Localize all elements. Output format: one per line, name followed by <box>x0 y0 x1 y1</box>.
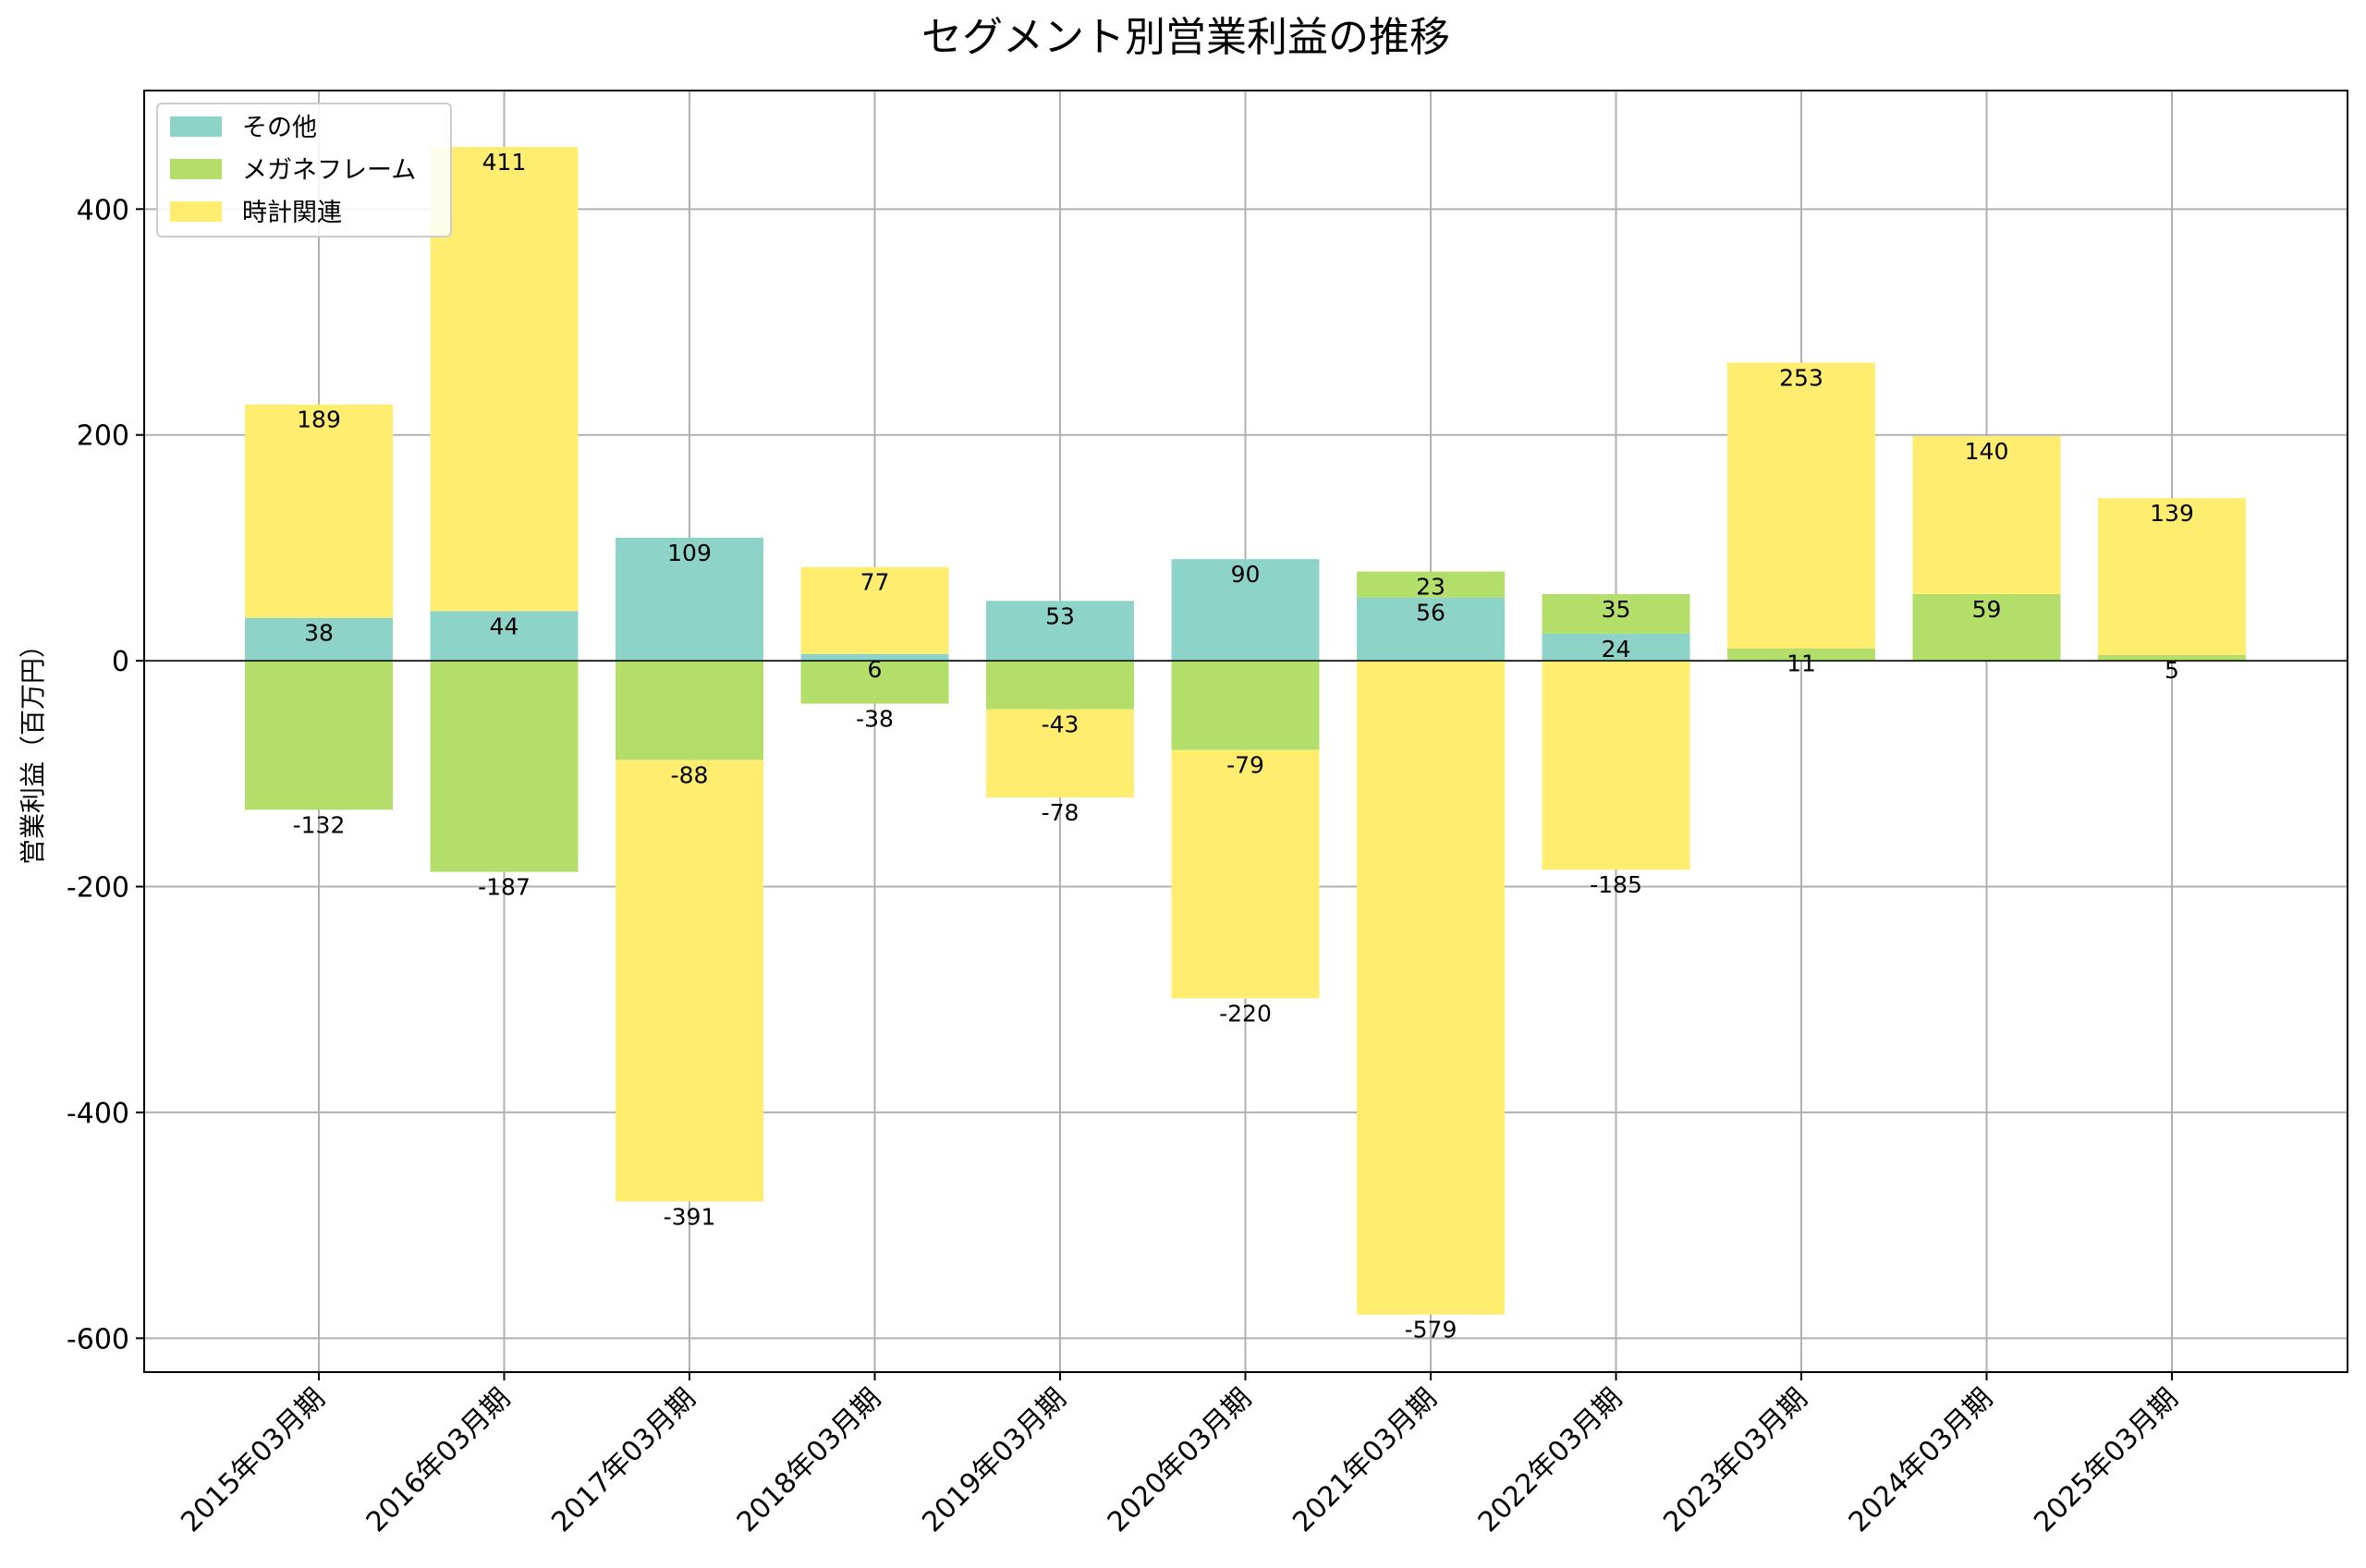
y-axis-label: 営業利益（百万円） <box>18 632 48 865</box>
bar-segment <box>616 661 763 760</box>
data-label: -43 <box>1042 711 1079 738</box>
data-label: 90 <box>1231 561 1261 588</box>
legend-label: 時計関連 <box>242 199 342 227</box>
data-label: 139 <box>2150 500 2194 527</box>
data-label: 109 <box>667 540 712 566</box>
bar-segment <box>2098 655 2246 662</box>
y-tick-label: -600 <box>67 1323 129 1355</box>
x-tick-label: 2020年03月期 <box>1102 1382 1258 1538</box>
data-label: 77 <box>860 569 890 596</box>
data-label: 253 <box>1779 365 1823 392</box>
data-label: -579 <box>1405 1317 1457 1343</box>
data-label: 56 <box>1416 600 1445 626</box>
bar-segment <box>986 601 1134 662</box>
bars-layer <box>245 147 2246 1315</box>
y-tick-label: -400 <box>67 1098 129 1130</box>
data-label: -187 <box>478 874 531 901</box>
x-tick-label: 2015年03月期 <box>175 1382 331 1538</box>
data-label: 5 <box>2165 657 2179 684</box>
bar-segment <box>1912 435 2061 595</box>
bar-segment <box>1542 633 1690 662</box>
x-tick-label: 2016年03月期 <box>360 1382 517 1538</box>
data-label: 189 <box>297 407 341 433</box>
bar-segment <box>1542 661 1690 870</box>
bar-segment <box>1727 648 1875 662</box>
data-label: -220 <box>1219 1001 1272 1027</box>
data-label: 11 <box>1787 650 1816 677</box>
bar-segment <box>616 537 763 662</box>
labels-layer: 38 44 109 6 53 90 56 24 -132 -187 -88 -38 -43 -79 23 35… <box>293 149 2194 1343</box>
data-label: -185 <box>1590 871 1642 898</box>
data-label: 24 <box>1602 636 1631 662</box>
bar-segment <box>430 611 579 662</box>
x-tick-label: 2017年03月期 <box>545 1382 701 1538</box>
y-tick-label: 200 <box>77 420 129 453</box>
data-label: 140 <box>1965 438 2009 465</box>
data-label: 44 <box>490 613 519 639</box>
x-tick-label: 2023年03月期 <box>1657 1382 1813 1538</box>
bar-segment <box>1171 749 1320 999</box>
data-label: 59 <box>1972 596 2002 623</box>
bar-segment <box>616 760 763 1202</box>
bar-segment <box>800 653 949 662</box>
x-tick-label: 2022年03月期 <box>1472 1382 1628 1538</box>
bar-segment <box>800 566 949 654</box>
data-label: -391 <box>664 1203 716 1230</box>
bar-segment <box>2098 498 2246 656</box>
bar-segment <box>986 661 1134 710</box>
legend-label: その他 <box>242 114 317 142</box>
legend-swatch <box>170 116 222 137</box>
x-tick-label: 2024年03月期 <box>1843 1382 1999 1538</box>
legend-swatch <box>170 159 222 179</box>
bar-segment <box>1357 661 1505 1315</box>
legend-swatch <box>170 201 222 222</box>
data-label: 411 <box>482 149 527 176</box>
x-tick-label: 2019年03月期 <box>916 1382 1072 1538</box>
y-tick-label: 0 <box>112 646 129 678</box>
data-label: 23 <box>1416 574 1445 601</box>
bar-segment <box>800 661 949 704</box>
data-label: -78 <box>1042 799 1079 826</box>
bar-segment <box>430 147 579 612</box>
x-tick-label: 2025年03月期 <box>2028 1382 2184 1538</box>
bar-segment <box>986 709 1134 797</box>
y-tick-label: -200 <box>67 872 129 905</box>
y-tick-label: 400 <box>77 194 129 226</box>
data-label: -38 <box>856 706 894 733</box>
x-tick-label: 2021年03月期 <box>1287 1382 1443 1538</box>
data-label: 35 <box>1602 596 1631 623</box>
bar-segment <box>245 661 393 810</box>
chart-title: セグメント別営業利益の推移 <box>921 14 1450 61</box>
bar-segment <box>1171 661 1320 750</box>
bar-segment <box>1912 594 2061 662</box>
data-label: 38 <box>304 620 334 647</box>
data-label: -132 <box>293 811 346 838</box>
bar-segment <box>245 617 393 662</box>
bar-segment <box>245 404 393 618</box>
bar-segment <box>430 661 579 872</box>
x-tick-label: 2018年03月期 <box>731 1382 887 1538</box>
data-label: 53 <box>1045 602 1075 629</box>
bar-segment <box>1542 594 1690 634</box>
bar-segment <box>1171 559 1320 662</box>
bar-segment <box>1357 571 1505 598</box>
data-label: 6 <box>868 656 883 683</box>
data-label: -88 <box>671 762 709 789</box>
data-label: -79 <box>1226 752 1264 779</box>
legend-box <box>156 103 452 237</box>
legend-label: メガネフレーム <box>242 156 416 185</box>
bar-segment <box>1357 597 1505 662</box>
bar-segment <box>1727 362 1875 649</box>
